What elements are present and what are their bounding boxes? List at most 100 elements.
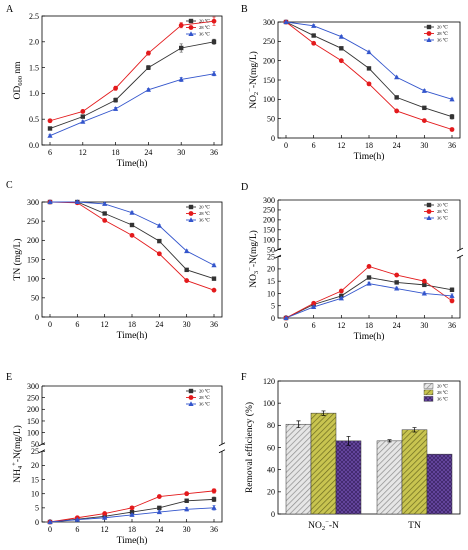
- legend-label: 36 ℃: [437, 397, 448, 402]
- x-tick-label: 24: [393, 321, 401, 330]
- data-point: [422, 282, 427, 288]
- y-tick-label: 200: [27, 236, 39, 245]
- data-point: [311, 300, 317, 306]
- legend-marker: [426, 31, 432, 36]
- y-tick-label: 0.5: [29, 115, 39, 124]
- x-tick-label: 0: [284, 141, 288, 150]
- data-point: [311, 33, 316, 38]
- data-point: [47, 126, 53, 131]
- axes-frame: [41, 15, 223, 146]
- legend-marker: [188, 204, 194, 210]
- x-axis-label: Time(h): [117, 330, 148, 341]
- x-tick-label: 12: [79, 148, 87, 157]
- x-tick-label: 30: [420, 141, 428, 150]
- data-point: [211, 262, 217, 268]
- data-point: [129, 222, 135, 228]
- data-point: [157, 505, 162, 511]
- legend-label: 28 ℃: [437, 209, 448, 214]
- bar: [285, 423, 312, 515]
- y-tick-label: 150: [263, 76, 275, 85]
- series-line: [285, 21, 453, 130]
- data-point: [394, 74, 400, 80]
- data-point: [184, 506, 190, 512]
- x-axis-label: Time(h): [117, 535, 148, 546]
- x-tick-label: 12: [337, 321, 345, 330]
- series-3: [283, 280, 455, 320]
- y-tick-label: 300: [263, 196, 275, 205]
- data-point: [102, 201, 108, 206]
- y-tick-label: 0: [271, 510, 275, 519]
- legend-label: 36 ℃: [199, 32, 210, 37]
- data-point: [339, 46, 344, 51]
- y-axis-label: NH4+-N(mg/L): [11, 425, 24, 483]
- legend-label: 20 ℃: [437, 203, 448, 208]
- x-tick-label: 0: [48, 320, 52, 329]
- data-point: [366, 275, 372, 280]
- y-tick-label: 0: [271, 134, 275, 143]
- series-line: [49, 41, 215, 129]
- legend-label: 20 ℃: [437, 384, 448, 389]
- chart-panel-F: F 0 20 40 60 80 100 120 Removal efficiency (%) NO…: [241, 372, 461, 532]
- y-tick-label: 5: [271, 302, 275, 311]
- data-point: [211, 497, 217, 502]
- legend-label: 28 ℃: [199, 395, 210, 400]
- data-point: [156, 251, 162, 257]
- series-2: [47, 16, 217, 124]
- y-tick-label: 120: [263, 377, 275, 386]
- error-bar: [321, 410, 326, 416]
- y-tick-label: 80: [267, 421, 275, 430]
- legend-label: 36 ℃: [199, 402, 210, 407]
- data-point: [394, 272, 400, 278]
- legend-label: 28 ℃: [199, 25, 210, 30]
- chart-panel-A: A 0.0 0.5 1.0 1.5 2.0 2.5 OD600 nm 6 12 18 24 30 36 Ti…: [6, 4, 223, 169]
- y-tick-label: 150: [27, 417, 39, 426]
- y-tick-label: 300: [263, 18, 275, 27]
- y-tick-label: 50: [31, 294, 39, 303]
- y-tick-label: 20: [267, 488, 275, 497]
- y-tick-label: 2.5: [29, 12, 39, 21]
- legend-marker: [188, 31, 194, 36]
- data-point: [449, 293, 455, 298]
- y-tick-label: 250: [27, 393, 39, 402]
- y-tick-label: 10: [267, 289, 275, 298]
- x-tick-label: 36: [448, 321, 456, 330]
- y-tick-label: 0.0: [29, 141, 39, 150]
- legend-marker: [188, 388, 194, 394]
- legend-label: 20 ℃: [199, 205, 210, 210]
- x-tick-label: 36: [210, 148, 218, 157]
- y-tick-label: 250: [27, 217, 39, 226]
- legend-label: 28 ℃: [437, 31, 448, 36]
- legend-marker: [188, 217, 194, 222]
- panel-label: A: [6, 4, 14, 15]
- data-point: [366, 66, 372, 71]
- series-2: [283, 264, 455, 321]
- legend-marker: [426, 202, 432, 208]
- legend-marker: [188, 25, 194, 30]
- data-point: [179, 45, 184, 51]
- data-point: [338, 288, 344, 294]
- error-bar: [387, 439, 392, 443]
- panel-label: E: [6, 372, 12, 383]
- legend-marker: [188, 18, 194, 24]
- data-point: [311, 304, 317, 309]
- legend-label: 36 ℃: [437, 216, 448, 221]
- data-point: [311, 23, 317, 28]
- data-point: [129, 232, 135, 238]
- x-tick-label: 12: [101, 525, 109, 534]
- legend-label: 28 ℃: [437, 390, 448, 395]
- bar: [310, 412, 337, 515]
- y-tick-label: 300: [27, 382, 39, 391]
- data-point: [211, 505, 217, 510]
- y-tick-label: 250: [263, 206, 275, 215]
- y-tick-label: 25: [31, 447, 39, 456]
- y-tick-label: 50: [267, 114, 275, 123]
- data-point: [449, 298, 455, 304]
- series-line: [49, 73, 215, 137]
- legend-label: 20 ℃: [437, 25, 448, 30]
- legend-label: 36 ℃: [199, 218, 210, 223]
- data-point: [283, 19, 289, 24]
- legend-label: 20 ℃: [199, 19, 210, 24]
- data-point: [366, 264, 372, 269]
- data-point: [129, 505, 135, 511]
- data-point: [102, 514, 108, 520]
